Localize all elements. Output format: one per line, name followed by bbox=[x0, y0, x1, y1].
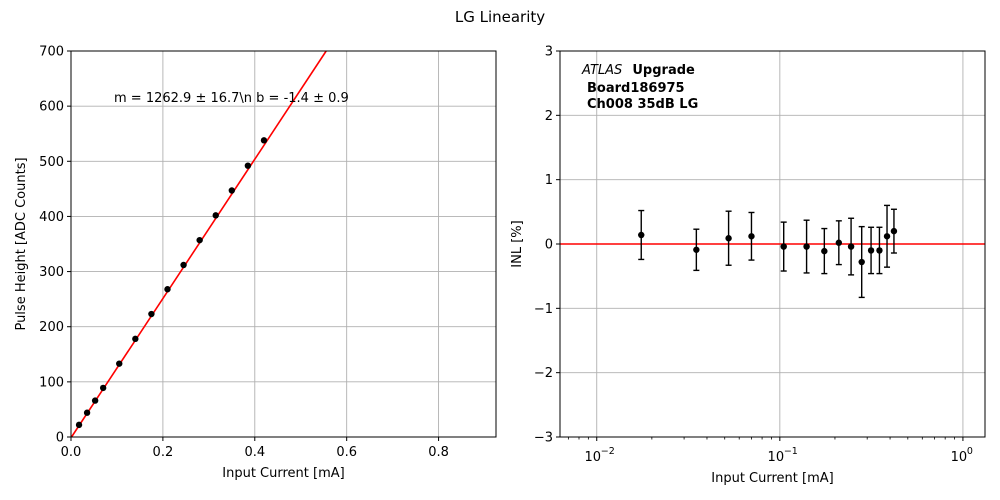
left-x-tick-label: 0.2 bbox=[153, 445, 174, 460]
data-point bbox=[164, 286, 171, 293]
left-x-tick-label: 0.6 bbox=[336, 445, 357, 460]
data-point bbox=[180, 261, 187, 269]
atlas-word: ATLAS bbox=[581, 63, 622, 78]
data-point bbox=[725, 235, 732, 242]
left-data-points bbox=[75, 137, 268, 429]
data-point bbox=[835, 239, 843, 246]
right-y-tick-label: −2 bbox=[534, 366, 553, 381]
data-point bbox=[748, 233, 755, 240]
data-point bbox=[244, 162, 252, 169]
data-point bbox=[821, 247, 828, 255]
right-x-tick-label: 10 bbox=[951, 450, 968, 465]
data-point bbox=[83, 409, 91, 416]
data-point bbox=[228, 187, 236, 194]
data-point bbox=[858, 258, 865, 266]
left-ticks: 0.0 0.2 0.4 0.6 0.8 0 100 200 300 400 500 600 700 bbox=[39, 45, 449, 461]
data-point bbox=[693, 246, 700, 253]
left-y-tick-label: 100 bbox=[39, 375, 64, 390]
right-y-tick-label: 3 bbox=[545, 45, 553, 60]
data-point bbox=[638, 231, 645, 239]
atlas-label: ATLAS Upgrade Board186975 Ch008 35dB LG bbox=[581, 59, 698, 112]
fit-annotation: m = 1262.9 ± 16.7\n b = -1.4 ± 0.9 bbox=[114, 91, 349, 106]
data-point bbox=[867, 247, 875, 254]
data-point bbox=[780, 243, 787, 250]
right-y-tick-label: −3 bbox=[534, 431, 553, 446]
left-y-tick-label: 500 bbox=[39, 155, 64, 170]
board-label: Board186975 bbox=[587, 81, 685, 96]
data-point bbox=[196, 236, 203, 244]
left-x-axis-label: Input Current [mA] bbox=[222, 466, 344, 481]
data-point bbox=[91, 397, 99, 404]
right-y-tick-label: 0 bbox=[545, 238, 553, 253]
right-x-tick-exponent: −1 bbox=[784, 446, 798, 457]
left-x-tick-label: 0.0 bbox=[61, 445, 82, 460]
right-data-points bbox=[638, 204, 898, 299]
right-x-tick-exponent: 0 bbox=[967, 446, 973, 457]
left-chart: 0.0 0.2 0.4 0.6 0.8 0 100 200 300 400 500 600 700 m … bbox=[14, 45, 497, 481]
data-point bbox=[132, 335, 139, 343]
channel-label: Ch008 35dB LG bbox=[587, 97, 698, 112]
left-y-tick-label: 400 bbox=[39, 210, 64, 225]
right-x-tick-exponent: −2 bbox=[601, 446, 615, 457]
data-point bbox=[75, 421, 83, 429]
atlas-label-line1: ATLAS Upgrade bbox=[581, 59, 695, 78]
right-y-tick-label: 2 bbox=[545, 109, 553, 124]
data-point bbox=[260, 137, 268, 144]
data-point bbox=[890, 227, 898, 235]
left-x-tick-label: 0.8 bbox=[428, 445, 449, 460]
left-y-tick-label: 700 bbox=[39, 45, 64, 60]
right-y-tick-label: 1 bbox=[545, 173, 553, 188]
left-y-tick-label: 300 bbox=[39, 265, 64, 280]
fit-line bbox=[70, 50, 327, 438]
right-y-axis-label: INL [%] bbox=[510, 220, 525, 267]
data-point bbox=[847, 243, 855, 250]
right-x-tick-label: 10 bbox=[768, 450, 785, 465]
data-point bbox=[212, 212, 219, 219]
right-x-tick-label: 10 bbox=[584, 450, 601, 465]
data-point bbox=[883, 233, 891, 240]
figure-title: LG Linearity bbox=[455, 8, 545, 26]
left-y-tick-label: 200 bbox=[39, 320, 64, 335]
right-y-tick-label: −1 bbox=[534, 302, 553, 317]
left-y-tick-label: 600 bbox=[39, 100, 64, 115]
right-x-axis-label: Input Current [mA] bbox=[711, 471, 833, 486]
left-gridlines bbox=[70, 50, 496, 438]
left-y-tick-label: 0 bbox=[56, 431, 64, 446]
data-point bbox=[116, 360, 123, 367]
left-y-axis-label: Pulse Height [ADC Counts] bbox=[14, 157, 29, 330]
data-point bbox=[99, 384, 107, 392]
data-point bbox=[803, 243, 810, 250]
data-point bbox=[148, 310, 155, 318]
data-point bbox=[876, 247, 883, 254]
upgrade-word: Upgrade bbox=[632, 63, 695, 78]
left-fit-line-group bbox=[70, 50, 327, 438]
left-x-tick-label: 0.4 bbox=[244, 445, 265, 460]
left-axes-frame bbox=[70, 50, 497, 438]
